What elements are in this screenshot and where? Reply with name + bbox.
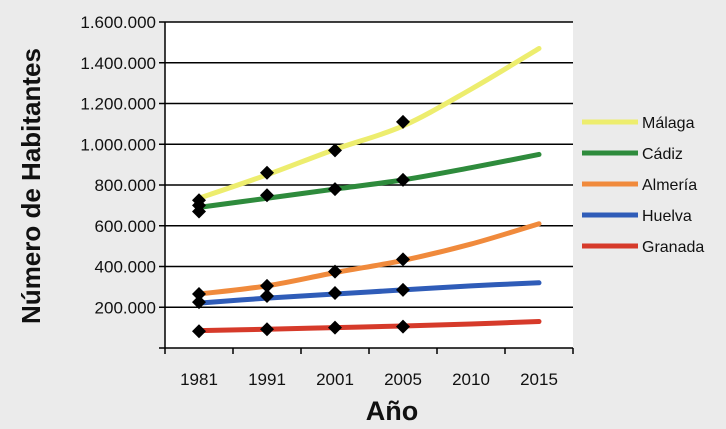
legend-label: Granada bbox=[642, 239, 704, 256]
data-point bbox=[192, 324, 206, 339]
data-point bbox=[328, 143, 342, 158]
y-tick-label: 1.200.000 bbox=[80, 95, 156, 114]
y-tick-labels: 1.600.000 1.400.000 1.200.000 1.000.000 800.… bbox=[80, 13, 156, 317]
data-point bbox=[396, 114, 410, 129]
data-point bbox=[328, 264, 342, 279]
x-tick-label: 2005 bbox=[384, 370, 422, 389]
series-line-cadiz bbox=[196, 151, 542, 210]
x-axis-title: Año bbox=[366, 396, 418, 426]
x-tick-label: 2001 bbox=[316, 370, 354, 389]
y-axis-title: Número de Habitantes bbox=[16, 48, 46, 324]
legend-label: Cádiz bbox=[642, 146, 683, 163]
data-point bbox=[260, 322, 274, 337]
data-point bbox=[396, 172, 410, 187]
x-tick-label: 2010 bbox=[452, 370, 490, 389]
x-tick-label: 1981 bbox=[180, 370, 218, 389]
data-markers bbox=[192, 114, 410, 339]
series-line-almeria bbox=[196, 221, 542, 297]
data-point bbox=[396, 319, 410, 334]
data-point bbox=[328, 285, 342, 300]
axes bbox=[159, 21, 574, 354]
data-point bbox=[328, 182, 342, 197]
y-tick-label: 1.600.000 bbox=[80, 13, 156, 32]
y-tick-label: 600.000 bbox=[95, 217, 156, 236]
y-tick-label: 1.400.000 bbox=[80, 54, 156, 73]
legend-label: Málaga bbox=[642, 115, 695, 132]
data-point bbox=[260, 289, 274, 304]
series-line-huelva bbox=[196, 280, 542, 306]
data-point bbox=[396, 282, 410, 297]
x-tick-label: 2015 bbox=[520, 370, 558, 389]
y-tick-label: 200.000 bbox=[95, 298, 156, 317]
series-lines bbox=[196, 45, 542, 334]
data-point bbox=[260, 188, 274, 203]
y-tick-label: 400.000 bbox=[95, 258, 156, 277]
x-tick-label: 1991 bbox=[248, 370, 286, 389]
data-point bbox=[328, 320, 342, 335]
data-point bbox=[396, 252, 410, 267]
data-point bbox=[260, 165, 274, 180]
data-point bbox=[260, 278, 274, 293]
legend-label: Huelva bbox=[642, 208, 692, 225]
data-point bbox=[192, 287, 206, 302]
legend: Málaga Cádiz Almería Huelva Granada bbox=[582, 115, 704, 256]
legend-label: Almería bbox=[642, 177, 697, 194]
data-point bbox=[192, 198, 206, 213]
y-tick-label: 1.000.000 bbox=[80, 135, 156, 154]
y-tick-label: 800.000 bbox=[95, 176, 156, 195]
x-tick-labels: 1981 1991 2001 2005 2010 2015 bbox=[180, 370, 558, 389]
data-point bbox=[192, 295, 206, 310]
series-line-malaga bbox=[196, 45, 542, 201]
